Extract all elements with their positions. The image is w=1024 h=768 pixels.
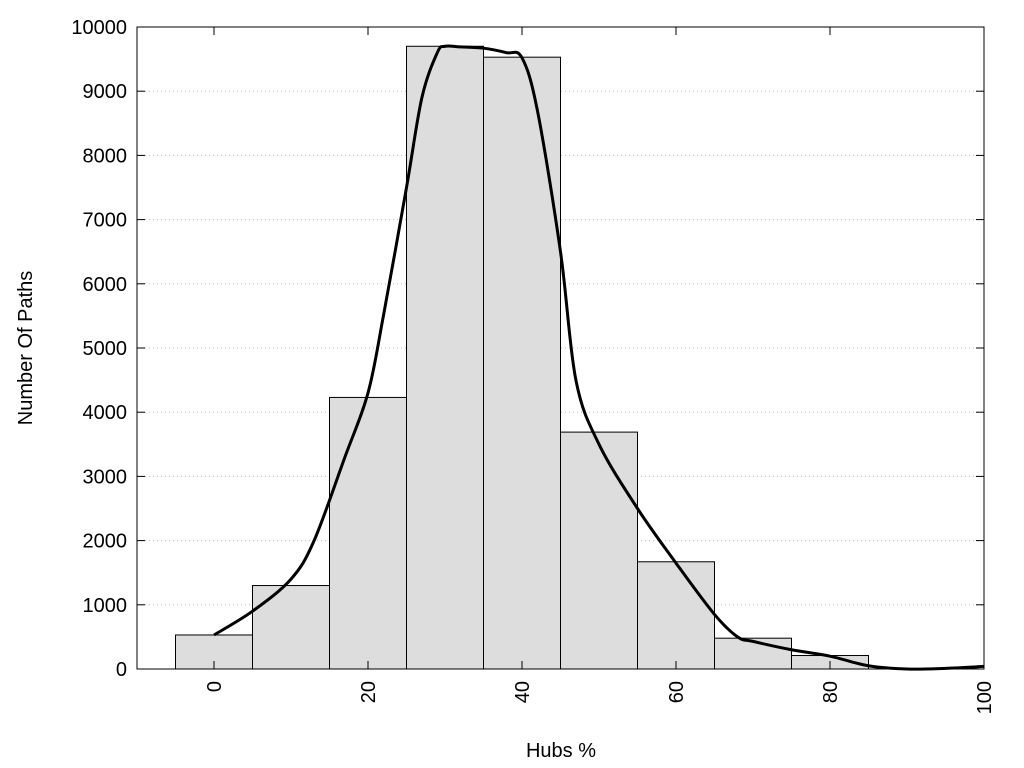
bar-7 [714, 637, 792, 670]
bar-3 [406, 45, 484, 670]
y-tick-label-9: 9000 [83, 81, 128, 103]
bar-6 [637, 561, 715, 670]
y-tick-label-0: 0 [116, 659, 127, 681]
histogram-bars [175, 45, 869, 670]
x-tick-label-1: 20 [358, 681, 380, 703]
x-tick-label-0: 0 [204, 681, 226, 692]
y-tick-label-7: 7000 [83, 210, 128, 232]
x-tick-label-2: 40 [512, 681, 534, 703]
y-tick-label-6: 6000 [83, 274, 128, 296]
y-tick-label-10: 10000 [71, 17, 127, 39]
bar-5 [560, 431, 638, 670]
x-tick-label-3: 60 [666, 681, 688, 703]
x-tick-label-4: 80 [820, 681, 842, 703]
x-tick-label-5: 100 [974, 681, 996, 714]
bar-1 [252, 585, 330, 670]
x-axis-ticks: 0 20 40 60 80 100 [204, 27, 996, 714]
density-curve [213, 44, 985, 671]
bar-4 [483, 56, 561, 670]
y-tick-label-4: 4000 [83, 402, 128, 424]
x-axis-title: Hubs % [526, 740, 596, 762]
y-tick-label-8: 8000 [83, 145, 128, 167]
y-tick-label-2: 2000 [83, 531, 128, 553]
y-tick-label-5: 5000 [83, 338, 128, 360]
y-tick-label-3: 3000 [83, 466, 128, 488]
y-axis-title: Number Of Paths [15, 271, 37, 426]
y-tick-label-1: 1000 [83, 595, 128, 617]
y-axis-ticks: 0 1000 2000 3000 4000 5000 6000 7000 8000 9000 100… [71, 17, 984, 681]
bar-2 [329, 396, 407, 670]
